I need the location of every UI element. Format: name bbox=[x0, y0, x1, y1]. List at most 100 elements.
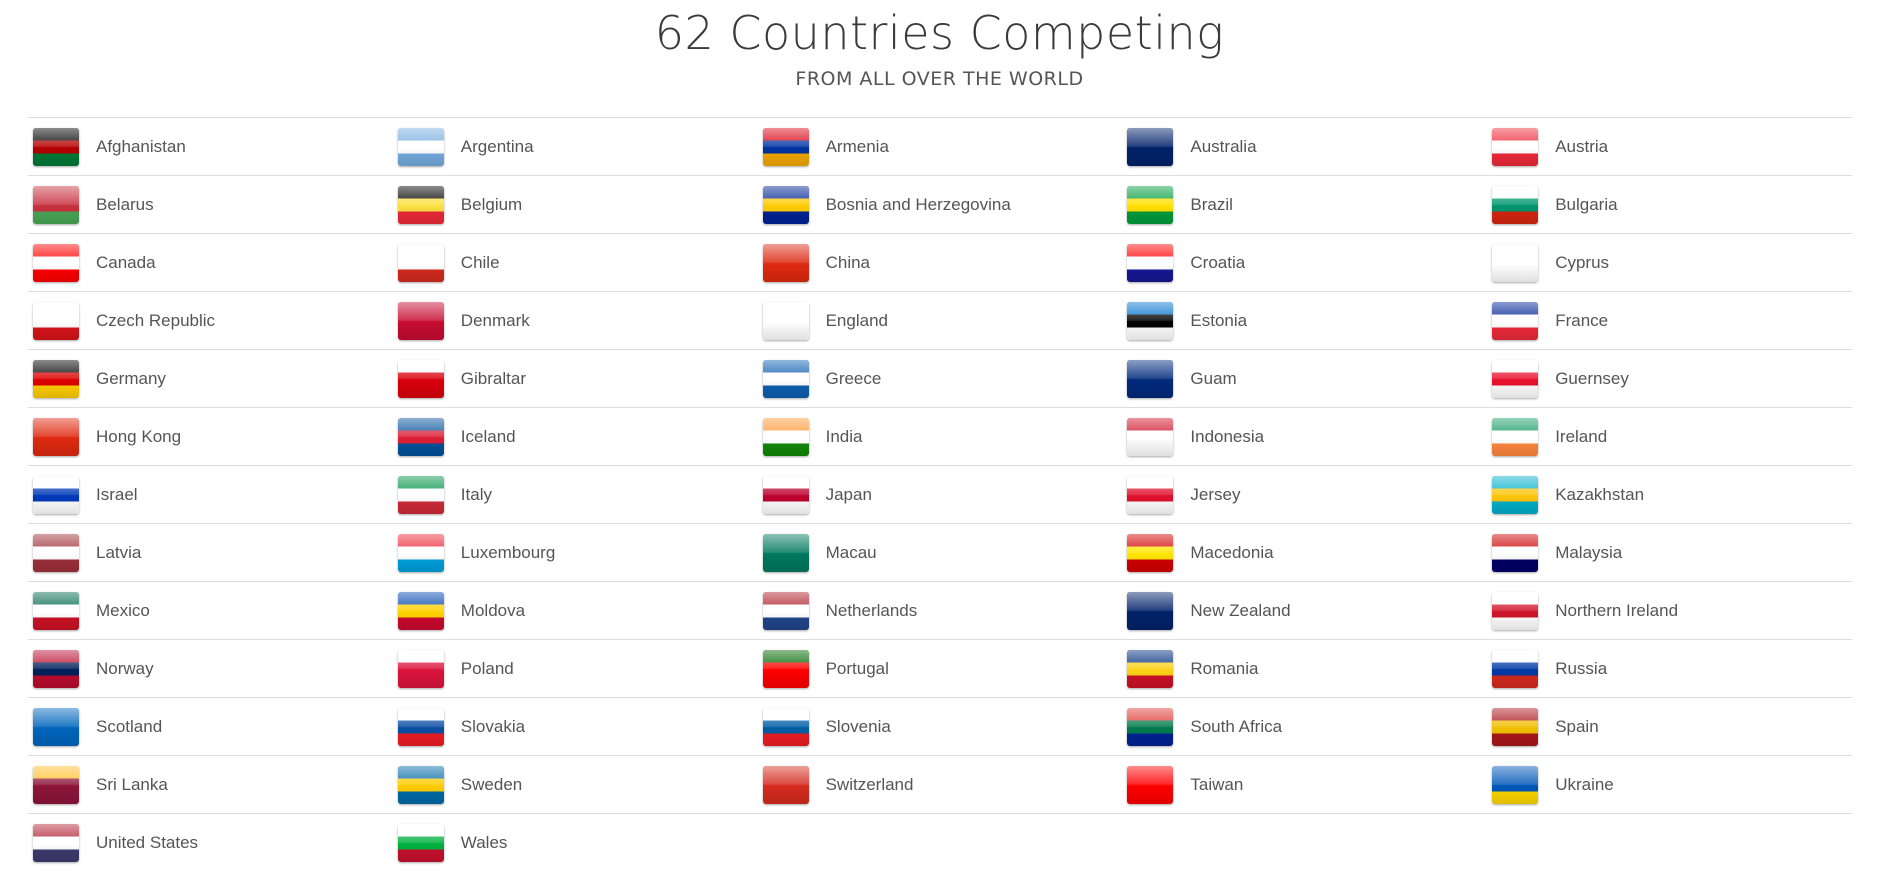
country-name: Slovenia bbox=[825, 716, 891, 736]
country-item: Bulgaria bbox=[1487, 176, 1852, 233]
country-item: France bbox=[1487, 292, 1852, 349]
country-name: Guernsey bbox=[1555, 368, 1629, 388]
country-name: Norway bbox=[96, 658, 154, 678]
wales-flag-icon bbox=[397, 824, 444, 862]
country-item: Ireland bbox=[1487, 408, 1852, 465]
country-name: Northern Ireland bbox=[1555, 600, 1679, 620]
country-item: Belarus bbox=[28, 176, 393, 233]
country-row: Scotland Slovakia Slovenia South Africa Spai… bbox=[28, 698, 1852, 756]
estonia-flag-icon bbox=[1127, 301, 1174, 340]
australia-flag-icon bbox=[1127, 127, 1174, 166]
country-item: Australia bbox=[1122, 118, 1487, 175]
country-item: New Zealand bbox=[1122, 582, 1487, 639]
country-item: Slovakia bbox=[393, 698, 758, 755]
country-item: Russia bbox=[1487, 640, 1852, 697]
switzerland-flag-icon bbox=[762, 765, 809, 804]
country-item: Croatia bbox=[1122, 234, 1487, 291]
slovakia-flag-icon bbox=[397, 707, 444, 746]
czech-flag-icon bbox=[33, 301, 79, 340]
israel-flag-icon bbox=[33, 475, 79, 514]
country-row: Latvia Luxembourg Macau Macedonia Malaysia bbox=[28, 524, 1852, 582]
country-item: China bbox=[758, 234, 1123, 291]
country-item: Netherlands bbox=[758, 582, 1123, 639]
brazil-flag-icon bbox=[1127, 185, 1174, 224]
norway-flag-icon bbox=[33, 649, 79, 688]
country-name: Croatia bbox=[1190, 252, 1246, 272]
country-item: Greece bbox=[758, 350, 1123, 407]
country-item: Japan bbox=[758, 466, 1123, 523]
kazakhstan-flag-icon bbox=[1492, 475, 1539, 514]
country-item: Guernsey bbox=[1487, 350, 1852, 407]
country-item: Austria bbox=[1487, 118, 1852, 175]
country-name: Sweden bbox=[460, 774, 523, 794]
country-name: Spain bbox=[1555, 716, 1599, 736]
slovenia-flag-icon bbox=[762, 707, 809, 746]
country-name: Italy bbox=[460, 484, 492, 504]
country-item: Sweden bbox=[393, 756, 758, 813]
country-item: Scotland bbox=[28, 698, 393, 755]
country-name: Netherlands bbox=[825, 600, 918, 620]
country-item: Iceland bbox=[393, 408, 758, 465]
country-item: Indonesia bbox=[1122, 408, 1487, 465]
country-item: Armenia bbox=[758, 118, 1123, 175]
country-name: Latvia bbox=[96, 542, 142, 562]
country-name: Czech Republic bbox=[96, 310, 216, 330]
country-item: Wales bbox=[393, 814, 758, 872]
afghanistan-flag-icon bbox=[33, 127, 79, 166]
country-item: India bbox=[758, 408, 1123, 465]
country-name: Taiwan bbox=[1190, 774, 1244, 794]
mexico-flag-icon bbox=[33, 591, 79, 630]
country-item: Mexico bbox=[28, 582, 393, 639]
macedonia-flag-icon bbox=[1127, 533, 1174, 572]
country-name: Macedonia bbox=[1190, 542, 1274, 562]
country-name: Bosnia and Herzegovina bbox=[825, 194, 1011, 214]
country-item: Norway bbox=[28, 640, 393, 697]
country-name: Bulgaria bbox=[1555, 194, 1618, 214]
country-item: Jersey bbox=[1122, 466, 1487, 523]
country-item: Malaysia bbox=[1487, 524, 1852, 581]
country-item: Macau bbox=[758, 524, 1123, 581]
country-item: Sri Lanka bbox=[28, 756, 393, 813]
country-name: Switzerland bbox=[825, 774, 914, 794]
northern-ireland-flag-icon bbox=[1492, 591, 1539, 630]
country-item: Kazakhstan bbox=[1487, 466, 1852, 523]
canada-flag-icon bbox=[33, 243, 79, 282]
country-name: Guam bbox=[1190, 368, 1237, 388]
country-name: Wales bbox=[460, 833, 508, 852]
country-name: Portugal bbox=[825, 658, 889, 678]
croatia-flag-icon bbox=[1127, 243, 1174, 282]
sri-lanka-flag-icon bbox=[33, 765, 79, 804]
japan-flag-icon bbox=[762, 475, 809, 514]
country-item: Hong Kong bbox=[28, 408, 393, 465]
south-africa-flag-icon bbox=[1127, 707, 1174, 746]
taiwan-flag-icon bbox=[1127, 765, 1174, 804]
country-item: Ukraine bbox=[1487, 756, 1852, 813]
country-row: Hong Kong Iceland India Indonesia Ireland bbox=[28, 408, 1852, 466]
country-row: Afghanistan Argentina Armenia Australia Aust… bbox=[28, 118, 1852, 176]
country-name: Mexico bbox=[96, 600, 150, 620]
armenia-flag-icon bbox=[762, 127, 809, 166]
country-name: Russia bbox=[1555, 658, 1608, 678]
country-item: Latvia bbox=[28, 524, 393, 581]
page-title: 62 Countries Competing bbox=[654, 6, 1225, 60]
england-flag-icon bbox=[762, 301, 809, 340]
chile-flag-icon bbox=[397, 243, 444, 282]
united-states-flag-icon bbox=[33, 824, 79, 862]
country-item: Canada bbox=[28, 234, 393, 291]
cyprus-flag-icon bbox=[1492, 243, 1539, 282]
country-item: Taiwan bbox=[1122, 756, 1487, 813]
country-item: Moldova bbox=[393, 582, 758, 639]
country-name: United States bbox=[96, 833, 199, 852]
country-name: India bbox=[825, 426, 863, 446]
poland-flag-icon bbox=[397, 649, 444, 688]
country-row: Germany Gibraltar Greece Guam Guernsey bbox=[28, 350, 1852, 408]
country-item: Macedonia bbox=[1122, 524, 1487, 581]
country-item: Bosnia and Herzegovina bbox=[758, 176, 1123, 233]
country-item: England bbox=[758, 292, 1123, 349]
france-flag-icon bbox=[1492, 301, 1539, 340]
country-item: Germany bbox=[28, 350, 393, 407]
country-name: Brazil bbox=[1190, 194, 1233, 214]
hong-kong-flag-icon bbox=[33, 417, 79, 456]
malaysia-flag-icon bbox=[1492, 533, 1539, 572]
country-name: Canada bbox=[96, 252, 156, 272]
